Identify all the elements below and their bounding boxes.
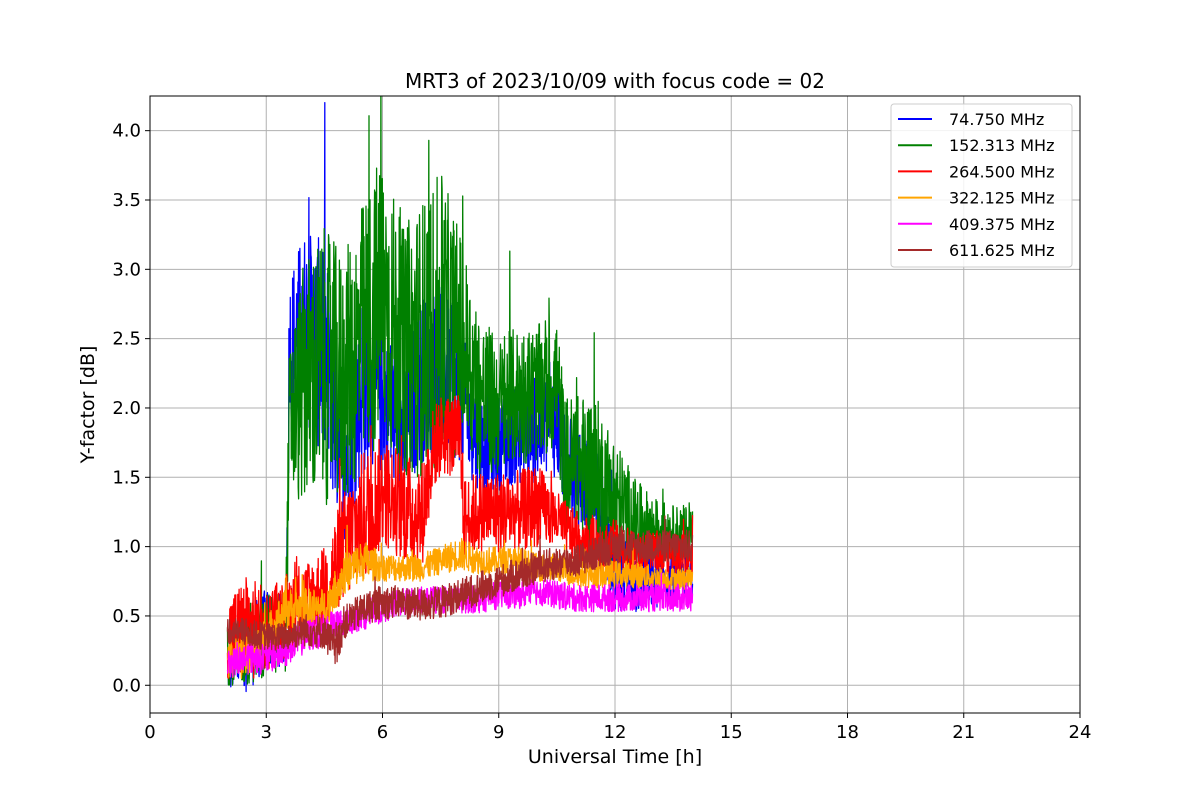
x-tick-label: 9 (493, 722, 504, 743)
legend-label: 264.500 MHz (949, 162, 1054, 181)
chart-title: MRT3 of 2023/10/09 with focus code = 02 (405, 69, 825, 93)
y-tick-label: 0.5 (112, 606, 141, 627)
x-tick-label: 18 (836, 722, 859, 743)
y-tick-label: 4.0 (112, 121, 141, 142)
legend-label: 322.125 MHz (949, 189, 1054, 208)
series-line (226, 524, 694, 679)
x-axis-label: Universal Time [h] (528, 746, 702, 768)
ticks: 0 3 6 9 12 15 18 21 24 0.0 0.5 1.0 1.5 2.0 2.5 3.0 3.5 4.… (112, 121, 1091, 743)
y-tick-label: 2.5 (112, 329, 141, 350)
series-layer (226, 96, 694, 693)
series-line (226, 515, 694, 665)
y-tick-label: 1.0 (112, 537, 141, 558)
x-tick-label: 0 (144, 722, 155, 743)
x-tick-label: 15 (720, 722, 743, 743)
legend-label: 611.625 MHz (949, 241, 1054, 260)
x-tick-label: 6 (377, 722, 388, 743)
y-tick-label: 1.5 (112, 467, 141, 488)
legend-box (890, 103, 1073, 268)
x-tick-label: 12 (604, 722, 627, 743)
x-tick-label: 24 (1069, 722, 1092, 743)
legend: 74.750 MHz 152.313 MHz 264.500 MHz 322.125 … (890, 103, 1073, 268)
legend-label: 152.313 MHz (949, 136, 1054, 155)
y-tick-label: 3.5 (112, 190, 141, 211)
series-line (226, 96, 694, 686)
y-tick-label: 0.0 (112, 675, 141, 696)
x-tick-label: 3 (261, 722, 272, 743)
legend-label: 409.375 MHz (949, 215, 1054, 234)
y-tick-label: 2.0 (112, 398, 141, 419)
y-axis-label: Y-factor [dB] (77, 346, 99, 465)
y-tick-label: 3.0 (112, 259, 141, 280)
x-tick-label: 21 (952, 722, 975, 743)
legend-label: 74.750 MHz (949, 110, 1044, 129)
